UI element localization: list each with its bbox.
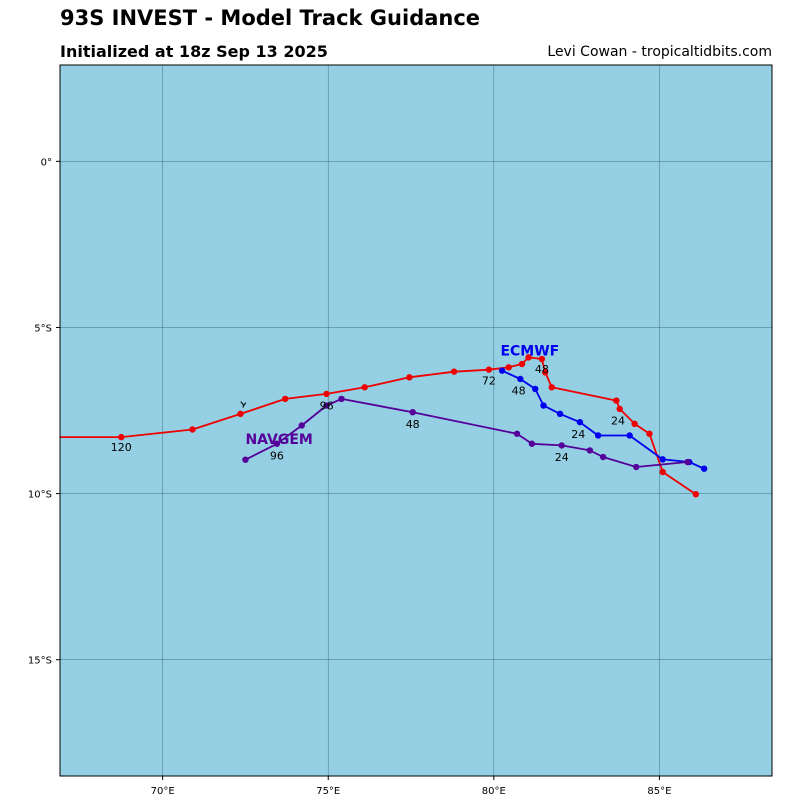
- model-name-label: NAVGEM: [245, 432, 312, 448]
- track-point-ecmwf: [576, 418, 584, 426]
- track-point-ensemble: [189, 426, 196, 433]
- track-point-navgem: [242, 456, 249, 463]
- y-tick-label: 5°S: [34, 323, 52, 334]
- x-tick-label: 80°E: [482, 786, 506, 797]
- track-point-navgem: [558, 442, 565, 449]
- x-tick-label: 85°E: [647, 786, 671, 797]
- y-tick-label: 0°: [41, 157, 52, 168]
- model-name-label: ECMWF: [500, 344, 559, 360]
- track-line-ensemble: [60, 356, 697, 496]
- y-tick-label: 10°S: [28, 490, 52, 501]
- track-point-navgem: [338, 395, 345, 403]
- storm-symbol-icon: [240, 401, 247, 408]
- track-point-navgem: [273, 440, 281, 447]
- chart-subtitle: Initialized at 18z Sep 13 2025: [60, 42, 328, 61]
- track-point-ensemble: [361, 384, 368, 391]
- forecast-hour-label: 24: [555, 451, 569, 464]
- x-tick-label: 70°E: [151, 786, 175, 797]
- track-navgem: [242, 395, 691, 471]
- track-point-navgem: [633, 463, 640, 471]
- track-point-ecmwf: [556, 410, 564, 418]
- track-point-ensemble: [505, 364, 512, 371]
- x-tick-label: 75°E: [316, 786, 340, 797]
- y-tick-label: 15°S: [28, 656, 52, 667]
- track-point-ensemble: [118, 433, 125, 441]
- track-point-ecmwf: [594, 432, 602, 439]
- forecast-hour-label: 96: [320, 400, 334, 413]
- track-point-ecmwf: [532, 385, 539, 393]
- track-point-ensemble: [659, 468, 666, 476]
- track-point-ecmwf: [540, 402, 547, 409]
- forecast-hour-label: 72: [482, 375, 496, 388]
- y-axis-ticks: 0° 5°S 10°S 15°S: [28, 157, 60, 667]
- ocean-background: [60, 65, 772, 776]
- track-point-ensemble: [646, 430, 653, 437]
- chart-credit: Levi Cowan - tropicaltidbits.com: [547, 44, 772, 60]
- track-point-ecmwf: [659, 456, 666, 463]
- track-point-ensemble: [631, 420, 638, 428]
- forecast-hour-label: 120: [111, 441, 132, 454]
- track-ensemble: [60, 354, 700, 498]
- track-point-ensemble: [692, 491, 700, 498]
- track-point-navgem: [513, 430, 521, 437]
- track-point-ensemble: [237, 410, 244, 418]
- track-point-ensemble: [548, 384, 555, 391]
- track-point-navgem: [298, 422, 305, 429]
- forecast-hour-label: 48: [512, 385, 526, 398]
- track-point-ensemble: [518, 360, 526, 368]
- track-point-ecmwf: [517, 375, 524, 383]
- track-point-ensemble: [281, 395, 289, 403]
- track-point-ensemble: [406, 374, 413, 381]
- forecast-hour-label: 24: [571, 428, 585, 441]
- grid-lines: [60, 65, 772, 776]
- plot-frame: [59, 64, 773, 777]
- x-axis-ticks: 70°E 75°E 80°E 85°E: [151, 776, 671, 797]
- track-point-ensemble: [613, 397, 620, 404]
- forecast-hour-label: 48: [535, 363, 549, 376]
- model-tracks: [60, 354, 708, 498]
- track-point-navgem: [586, 447, 594, 454]
- track-point-ensemble: [323, 390, 330, 398]
- forecast-hour-label: 96: [270, 449, 284, 462]
- storm-symbol-path: [240, 401, 247, 408]
- track-point-ensemble: [616, 405, 623, 413]
- track-point-ecmwf: [700, 465, 708, 472]
- track-point-ecmwf: [626, 432, 633, 439]
- track-point-ecmwf: [498, 367, 506, 374]
- track-point-navgem: [528, 440, 536, 447]
- track-point-navgem: [684, 458, 691, 466]
- track-point-ensemble: [450, 368, 458, 375]
- forecast-hour-label: 24: [611, 415, 625, 428]
- chart-title: 93S INVEST - Model Track Guidance: [60, 6, 481, 30]
- track-point-ensemble: [485, 366, 493, 373]
- track-point-navgem: [409, 408, 416, 416]
- forecast-hour-label: 48: [406, 418, 420, 431]
- track-point-navgem: [323, 402, 330, 409]
- track-point-ensemble: [538, 355, 546, 363]
- track-point-ensemble: [541, 369, 549, 376]
- track-point-ensemble: [525, 354, 532, 361]
- track-point-navgem: [599, 453, 607, 461]
